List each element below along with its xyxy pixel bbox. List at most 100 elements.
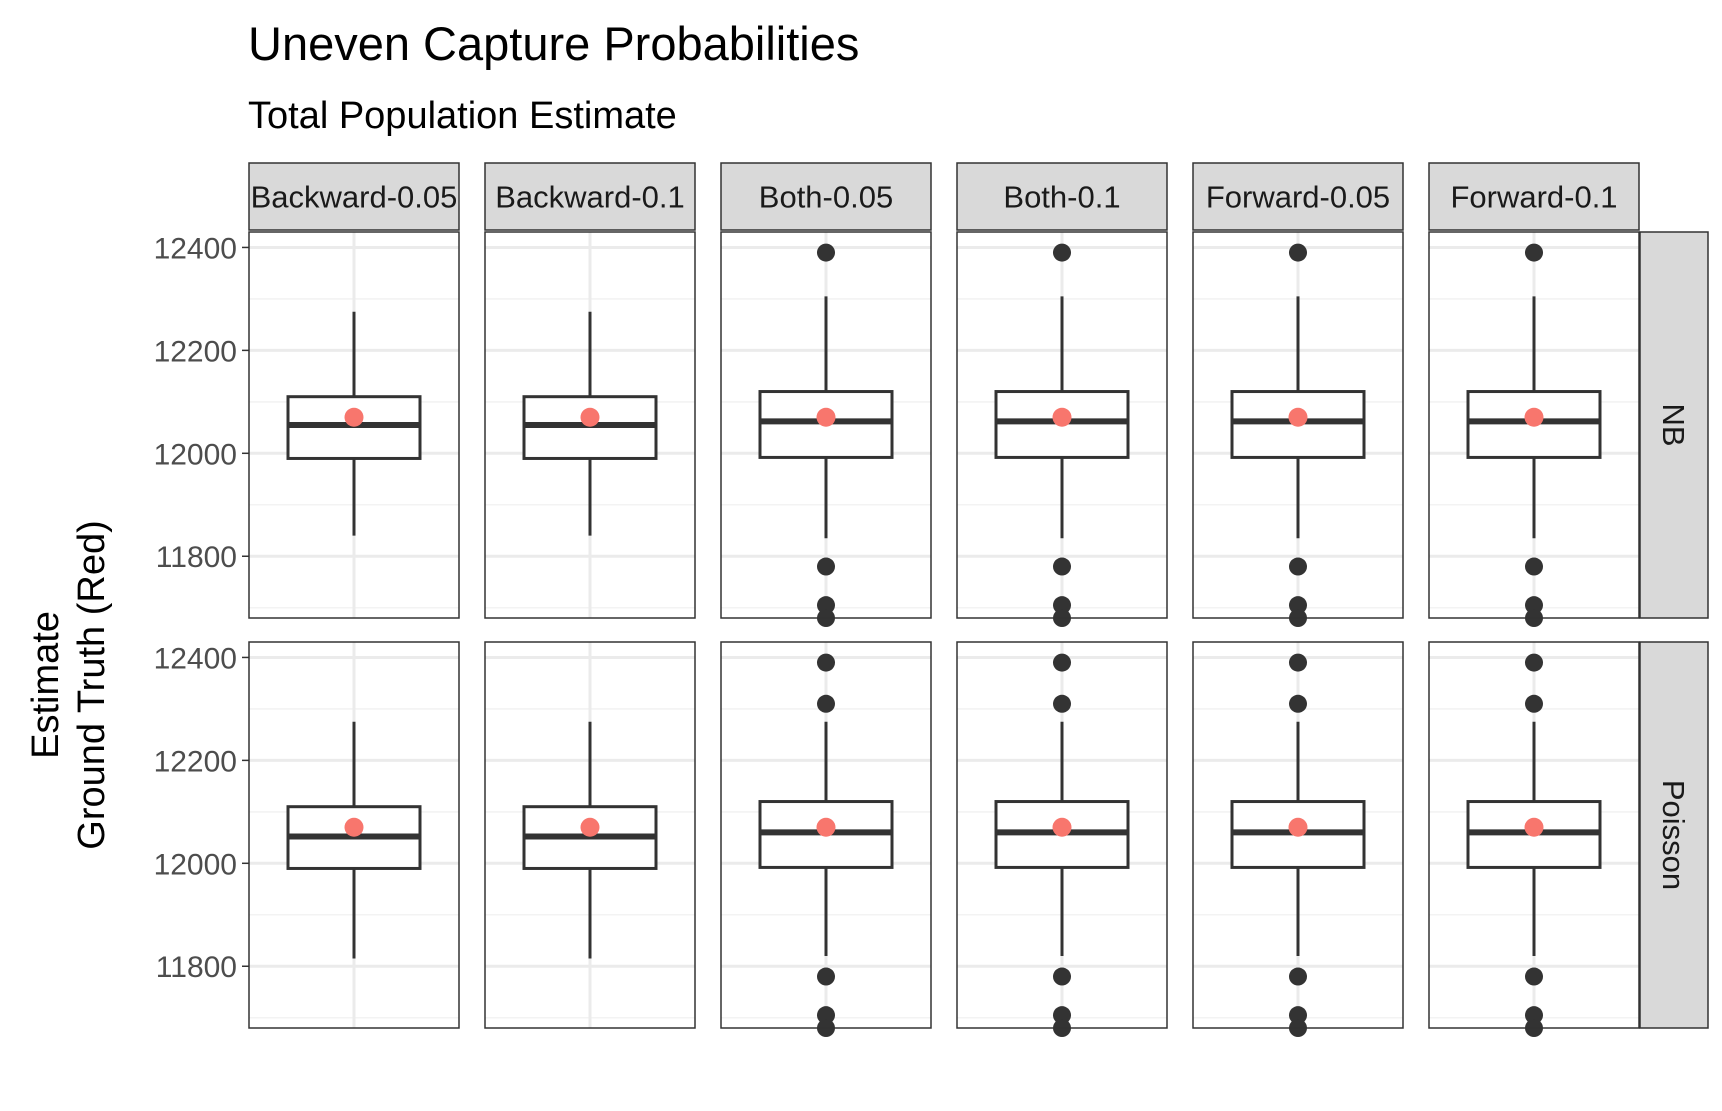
panel-nb-backward-005 bbox=[248, 231, 460, 619]
y-axis-nb: 11800 12000 12200 12400 bbox=[154, 232, 249, 574]
y-tick-label: 11800 bbox=[156, 951, 237, 984]
y-tick-label: 12400 bbox=[154, 642, 237, 675]
y-axis-label-line1: Estimate bbox=[25, 611, 67, 759]
panel-border bbox=[1428, 641, 1640, 1029]
y-tick-label: 12200 bbox=[154, 745, 237, 778]
outlier-point bbox=[1525, 596, 1543, 615]
panel-poisson-forward-01 bbox=[1428, 641, 1640, 1037]
y-tick-label: 12400 bbox=[154, 232, 237, 265]
panel-nb-forward-005 bbox=[1192, 231, 1404, 627]
strip-column-1: Backward-0.05 bbox=[248, 162, 460, 231]
strip-background bbox=[1428, 162, 1640, 231]
outlier-point bbox=[817, 557, 835, 576]
strip-row-poisson: Poisson bbox=[1639, 641, 1709, 1029]
panel-nb-forward-01 bbox=[1428, 231, 1640, 627]
chart-subtitle: Total Population Estimate bbox=[248, 95, 677, 137]
strip-label: Both-0.1 bbox=[1003, 180, 1120, 215]
outlier-point bbox=[1053, 1006, 1071, 1025]
panel-poisson-forward-005 bbox=[1192, 641, 1404, 1037]
panel-border bbox=[484, 641, 696, 1029]
outlier-point bbox=[1525, 1006, 1543, 1025]
ground-truth-point bbox=[344, 407, 364, 427]
strip-label: Backward-0.05 bbox=[251, 180, 458, 215]
strip-background bbox=[1639, 231, 1709, 619]
panel-border bbox=[720, 231, 932, 619]
strip-column-4: Both-0.1 bbox=[956, 162, 1168, 231]
ground-truth-point bbox=[1052, 817, 1072, 837]
panel-nb-both-005 bbox=[720, 231, 932, 627]
outlier-point bbox=[1525, 653, 1543, 672]
ground-truth-point bbox=[344, 817, 364, 837]
panel-nb-both-01 bbox=[956, 231, 1168, 627]
strip-background bbox=[956, 162, 1168, 231]
strip-background bbox=[1639, 641, 1709, 1029]
outlier-point bbox=[1525, 557, 1543, 576]
chart-title: Uneven Capture Probabilities bbox=[248, 17, 859, 70]
outlier-point bbox=[1289, 596, 1307, 615]
panel-poisson-backward-005 bbox=[248, 641, 460, 1029]
outlier-point bbox=[1289, 694, 1307, 713]
strip-label: Forward-0.1 bbox=[1450, 180, 1617, 215]
ground-truth-point bbox=[816, 817, 836, 837]
panel-nb-backward-01 bbox=[484, 231, 696, 619]
panel-border bbox=[484, 231, 696, 619]
outlier-point bbox=[1053, 243, 1071, 262]
strip-background bbox=[720, 162, 932, 231]
outlier-point bbox=[1289, 967, 1307, 986]
outlier-point bbox=[817, 694, 835, 713]
panel-poisson-backward-01 bbox=[484, 641, 696, 1029]
strip-background bbox=[1192, 162, 1404, 231]
panel-border bbox=[956, 231, 1168, 619]
panel-border bbox=[248, 641, 460, 1029]
strip-label: Both-0.05 bbox=[759, 180, 893, 215]
outlier-point bbox=[1289, 557, 1307, 576]
outlier-point bbox=[817, 596, 835, 615]
strip-background bbox=[484, 162, 696, 231]
strip-label: Forward-0.05 bbox=[1206, 180, 1390, 215]
strip-label: Backward-0.1 bbox=[495, 180, 685, 215]
panel-poisson-both-01 bbox=[956, 641, 1168, 1037]
ground-truth-point bbox=[580, 407, 600, 427]
ground-truth-point bbox=[580, 817, 600, 837]
outlier-point bbox=[817, 967, 835, 986]
ground-truth-point bbox=[816, 407, 836, 427]
outlier-point bbox=[1289, 1006, 1307, 1025]
ground-truth-point bbox=[1524, 407, 1544, 427]
strip-row-nb: NB bbox=[1639, 231, 1709, 619]
ground-truth-point bbox=[1288, 817, 1308, 837]
ground-truth-point bbox=[1288, 407, 1308, 427]
outlier-point bbox=[817, 1006, 835, 1025]
strip-column-5: Forward-0.05 bbox=[1192, 162, 1404, 231]
outlier-point bbox=[1053, 557, 1071, 576]
panel-border bbox=[1428, 231, 1640, 619]
panel-border bbox=[1192, 231, 1404, 619]
outlier-point bbox=[1053, 967, 1071, 986]
y-axis-label-line2: Ground Truth (Red) bbox=[71, 520, 113, 849]
outlier-point bbox=[817, 243, 835, 262]
y-tick-label: 12200 bbox=[154, 335, 237, 368]
y-tick-label: 12000 bbox=[154, 848, 237, 881]
outlier-point bbox=[1525, 694, 1543, 713]
strip-label: NB bbox=[1656, 403, 1691, 446]
outlier-point bbox=[1053, 694, 1071, 713]
ground-truth-point bbox=[1052, 407, 1072, 427]
strip-background bbox=[248, 162, 460, 231]
strip-column-3: Both-0.05 bbox=[720, 162, 932, 231]
y-tick-label: 11800 bbox=[156, 541, 237, 574]
facet-grid: Backward-0.05 Backward-0.1 Both-0.05 Both-0… bbox=[154, 162, 1709, 1037]
outlier-point bbox=[1525, 967, 1543, 986]
outlier-point bbox=[1053, 653, 1071, 672]
outlier-point bbox=[817, 653, 835, 672]
outlier-point bbox=[1289, 653, 1307, 672]
panel-border bbox=[248, 231, 460, 619]
panel-poisson-both-005 bbox=[720, 641, 932, 1037]
panel-border bbox=[1192, 641, 1404, 1029]
panel-border bbox=[956, 641, 1168, 1029]
strip-label: Poisson bbox=[1656, 780, 1691, 890]
ground-truth-point bbox=[1524, 817, 1544, 837]
y-axis-poisson: 11800 12000 12200 12400 bbox=[154, 642, 249, 984]
outlier-point bbox=[1289, 243, 1307, 262]
panel-border bbox=[720, 641, 932, 1029]
outlier-point bbox=[1525, 243, 1543, 262]
